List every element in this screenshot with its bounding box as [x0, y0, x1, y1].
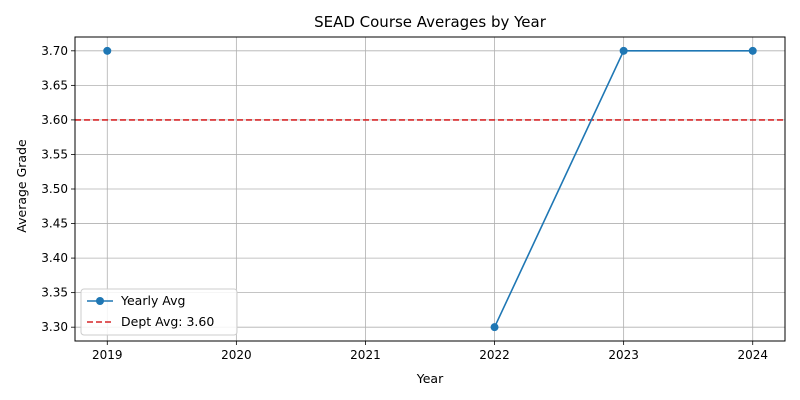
data-point	[103, 46, 112, 55]
x-tick-label: 2022	[479, 348, 510, 362]
x-tick-label: 2024	[737, 348, 768, 362]
y-tick-label: 3.30	[41, 320, 68, 334]
x-axis: 2019 2020 2021 2022 2023 2024	[92, 341, 768, 362]
legend-label-dept: Dept Avg: 3.60	[121, 314, 214, 329]
x-tick-label: 2021	[350, 348, 381, 362]
y-tick-label: 3.55	[41, 147, 68, 161]
y-tick-label: 3.60	[41, 113, 68, 127]
x-tick-label: 2023	[608, 348, 639, 362]
y-tick-label: 3.40	[41, 251, 68, 265]
legend-label-yearly: Yearly Avg	[120, 293, 185, 308]
y-axis-label: Average Grade	[14, 139, 29, 233]
legend: Yearly Avg Dept Avg: 3.60	[80, 288, 238, 336]
plot-area	[75, 46, 785, 332]
data-point	[490, 323, 499, 332]
y-axis: 3.30 3.35 3.40 3.45 3.50 3.55 3.60 3.65 3.70	[41, 44, 75, 334]
legend-box	[80, 288, 238, 336]
x-tick-label: 2020	[221, 348, 252, 362]
y-tick-label: 3.45	[41, 217, 68, 231]
y-tick-label: 3.35	[41, 286, 68, 300]
y-tick-label: 3.50	[41, 182, 68, 196]
y-tick-label: 3.65	[41, 78, 68, 92]
y-tick-label: 3.70	[41, 44, 68, 58]
x-tick-label: 2019	[92, 348, 123, 362]
x-axis-label: Year	[416, 371, 444, 386]
legend-marker-yearly	[96, 297, 104, 305]
data-point	[748, 46, 757, 55]
chart-title: SEAD Course Averages by Year	[314, 13, 547, 31]
data-point	[619, 46, 628, 55]
